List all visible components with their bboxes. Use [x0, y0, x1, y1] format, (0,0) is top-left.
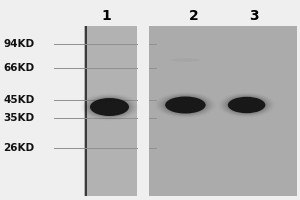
Text: 35KD: 35KD [3, 113, 34, 123]
Text: 94KD: 94KD [3, 39, 34, 49]
Text: 1: 1 [102, 9, 111, 23]
Bar [84, 26, 136, 196]
Bar [85, 26, 87, 196]
Text: 3: 3 [249, 9, 258, 23]
Ellipse shape [228, 97, 266, 113]
Ellipse shape [90, 98, 129, 116]
Ellipse shape [170, 58, 200, 62]
Text: 26KD: 26KD [3, 143, 34, 153]
Bar [0, 0, 84, 200]
Text: 45KD: 45KD [3, 95, 34, 105]
Text: 66KD: 66KD [3, 63, 34, 73]
Bar [148, 26, 297, 196]
Ellipse shape [89, 98, 130, 116]
Ellipse shape [164, 96, 207, 114]
Bar [136, 0, 148, 200]
Ellipse shape [227, 96, 266, 114]
Ellipse shape [165, 97, 206, 114]
Text: 2: 2 [189, 9, 198, 23]
